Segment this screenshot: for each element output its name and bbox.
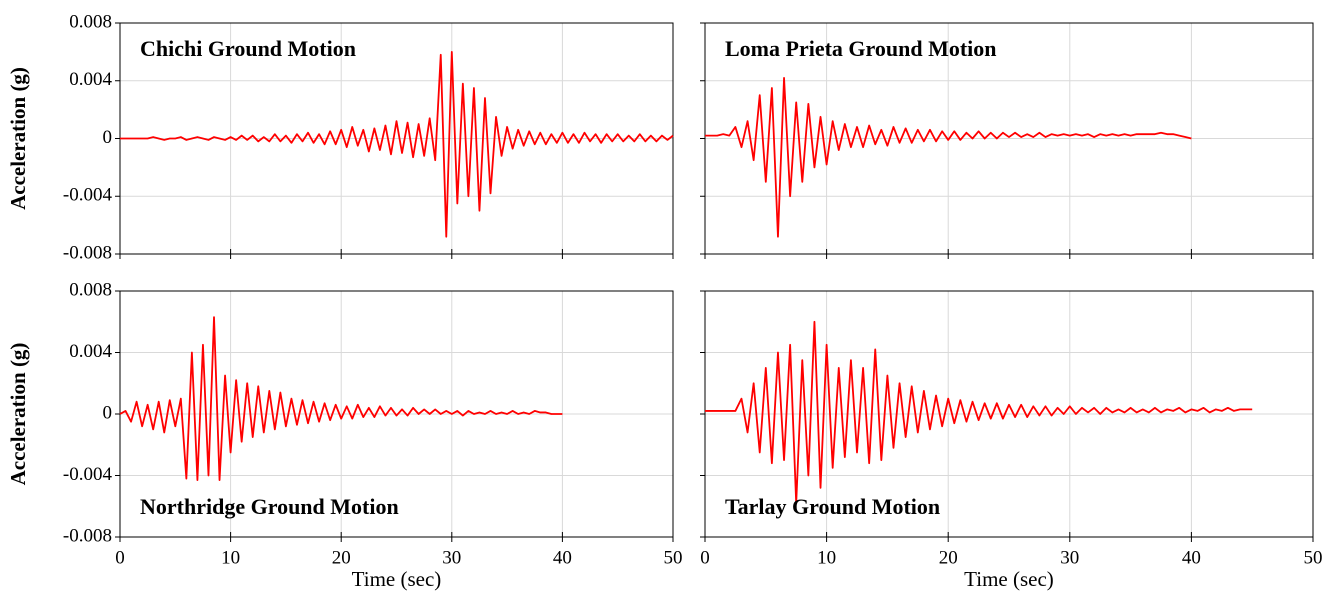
x-tick-label: 40 [553,547,572,568]
y-axis-label: Acceleration (g) [6,343,30,486]
x-tick-label: 0 [115,547,125,568]
x-tick-label: 50 [1304,547,1323,568]
x-tick-label: 30 [442,547,461,568]
y-tick-label: 0 [103,127,113,148]
y-tick-label: 0.008 [69,11,112,32]
x-tick-label: 10 [221,547,240,568]
panel-title: Loma Prieta Ground Motion [725,36,997,61]
x-axis-label: Time (sec) [964,567,1054,591]
x-tick-label: 10 [817,547,836,568]
y-tick-label: 0.004 [69,341,112,362]
y-tick-label: -0.008 [63,525,112,546]
series-line [119,316,563,482]
y-tick-label: -0.008 [63,242,112,263]
series-line [705,320,1253,505]
panel-title: Tarlay Ground Motion [725,494,940,519]
x-tick-label: 20 [332,547,351,568]
plot-frame [704,22,1314,255]
panel-title: Northridge Ground Motion [140,494,399,519]
y-tick-label: -0.004 [63,185,113,206]
x-tick-label: 0 [700,547,710,568]
x-tick-label: 20 [939,547,958,568]
series-line [705,76,1192,238]
plot-frame [704,290,1314,538]
panel-title: Chichi Ground Motion [140,36,356,61]
y-tick-label: 0.004 [69,69,112,90]
y-tick-label: 0 [103,402,113,423]
y-axis-label: Acceleration (g) [6,67,30,210]
x-tick-label: 30 [1060,547,1079,568]
series-line [120,50,674,238]
x-tick-label: 50 [664,547,683,568]
x-axis-label: Time (sec) [352,567,442,591]
y-tick-label: 0.008 [69,279,112,300]
y-tick-label: -0.004 [63,464,113,485]
x-tick-label: 40 [1182,547,1201,568]
